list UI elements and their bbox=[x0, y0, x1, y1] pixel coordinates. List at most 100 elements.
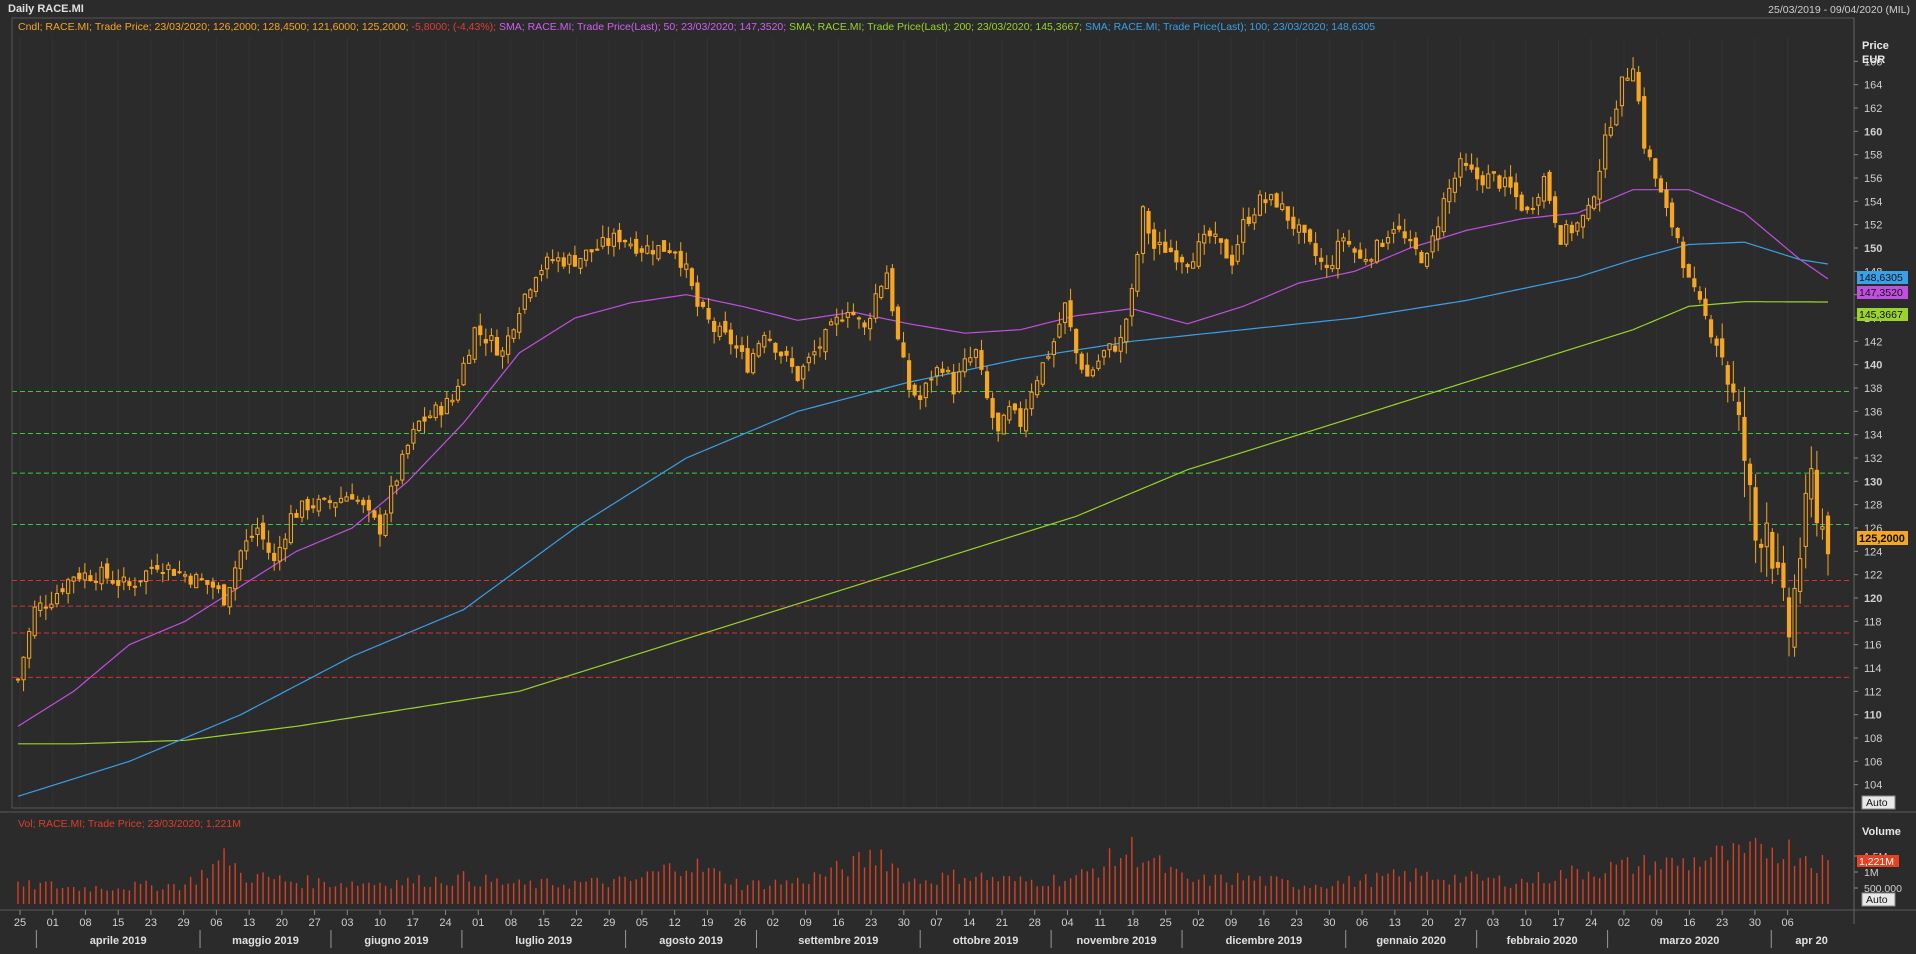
candle-body bbox=[1413, 237, 1418, 250]
date-tick-label: 16 bbox=[1683, 917, 1695, 929]
candle-body bbox=[1324, 264, 1329, 269]
candle-body bbox=[322, 497, 327, 500]
candle-body bbox=[1430, 235, 1435, 253]
candle-body bbox=[1775, 562, 1780, 568]
candle-body bbox=[1463, 162, 1469, 166]
candle-body bbox=[177, 571, 182, 574]
candle-body bbox=[578, 257, 583, 269]
date-tick-label: 16 bbox=[1258, 917, 1270, 929]
candle-body bbox=[829, 321, 834, 326]
candle-body bbox=[1118, 336, 1123, 352]
candle-body bbox=[1803, 492, 1808, 547]
candle-body bbox=[416, 420, 422, 431]
price-tick-label: 128 bbox=[1864, 500, 1882, 512]
candle-body bbox=[739, 345, 745, 352]
candle-body bbox=[706, 307, 711, 320]
candle-body bbox=[622, 239, 628, 243]
candle-body bbox=[1558, 225, 1563, 245]
candle-body bbox=[1096, 360, 1101, 369]
candle-body bbox=[439, 405, 444, 416]
candle-body bbox=[1346, 240, 1352, 245]
candle-body bbox=[110, 580, 115, 584]
candle-body bbox=[945, 369, 951, 373]
candle-body bbox=[1764, 522, 1769, 548]
date-tick-label: 05 bbox=[636, 917, 648, 929]
candle-body bbox=[1029, 391, 1034, 410]
candle-body bbox=[923, 382, 928, 399]
candle-body bbox=[1514, 182, 1519, 198]
candle-body bbox=[1257, 194, 1263, 216]
candle-body bbox=[522, 293, 527, 310]
price-auto-button[interactable]: Auto bbox=[1861, 795, 1896, 810]
price-tick-label: 150 bbox=[1864, 243, 1882, 255]
candle-body bbox=[600, 236, 605, 247]
candle-body bbox=[1179, 256, 1185, 263]
candle-body bbox=[745, 348, 750, 373]
candle-body bbox=[1330, 265, 1335, 270]
candle-body bbox=[567, 254, 572, 265]
date-tick-label: 11 bbox=[1095, 917, 1106, 929]
candle-body bbox=[1586, 204, 1591, 220]
date-tick-label: 14 bbox=[963, 917, 975, 929]
price-tick-label: 114 bbox=[1864, 663, 1882, 675]
candle-body bbox=[1391, 229, 1396, 234]
sma50-series bbox=[17, 189, 1829, 727]
candle-body bbox=[138, 580, 143, 583]
candle-body bbox=[1469, 164, 1474, 170]
candle-body bbox=[667, 250, 672, 253]
candle-body bbox=[1369, 259, 1374, 262]
candle-body bbox=[461, 362, 466, 386]
candle-body bbox=[344, 496, 349, 502]
candle-body bbox=[901, 342, 906, 358]
candle-body bbox=[327, 500, 332, 504]
candle-body bbox=[121, 576, 126, 583]
candle-body bbox=[1397, 225, 1402, 230]
candle-body bbox=[684, 263, 689, 270]
date-tick-label: 01 bbox=[472, 917, 484, 929]
candle-body bbox=[1402, 231, 1407, 239]
candle-body bbox=[82, 572, 87, 581]
candle-body bbox=[940, 368, 945, 373]
candle-body bbox=[700, 301, 706, 307]
candle-body bbox=[784, 350, 789, 356]
candle-body bbox=[645, 245, 650, 254]
month-label: giugno 2019 bbox=[364, 935, 428, 947]
candle-body bbox=[405, 444, 410, 455]
date-tick-label: 06 bbox=[210, 917, 222, 929]
candle-body bbox=[233, 567, 238, 590]
candle-body bbox=[834, 316, 839, 325]
date-tick-label: 13 bbox=[1389, 917, 1401, 929]
date-tick-label: 30 bbox=[1749, 917, 1761, 929]
date-tick-label: 06 bbox=[1356, 917, 1368, 929]
sma200-tag: 145,3667 bbox=[1857, 308, 1908, 321]
candle-body bbox=[1642, 96, 1647, 149]
axes: 1041061081101121141161181201221241261281… bbox=[0, 17, 1916, 948]
candle-body bbox=[38, 602, 43, 611]
candle-body bbox=[845, 312, 850, 318]
candle-body bbox=[1051, 341, 1056, 356]
date-tick-label: 04 bbox=[1061, 917, 1073, 929]
date-tick-label: 17 bbox=[407, 917, 419, 929]
candle-body bbox=[1062, 302, 1068, 323]
candle-body bbox=[1291, 216, 1296, 229]
date-tick-label: 15 bbox=[538, 917, 550, 929]
date-tick-label: 20 bbox=[1421, 917, 1433, 929]
price-tick-label: 112 bbox=[1864, 686, 1882, 698]
date-tick-label: 10 bbox=[374, 917, 386, 929]
date-tick-label: 23 bbox=[865, 917, 877, 929]
candle-body bbox=[366, 499, 371, 511]
candle-body bbox=[1224, 239, 1229, 259]
candle-body bbox=[478, 325, 483, 336]
month-label: ottobre 2019 bbox=[953, 935, 1018, 947]
volume-auto-button[interactable]: Auto bbox=[1861, 892, 1896, 907]
price-tick-label: 164 bbox=[1864, 80, 1882, 92]
candle-body bbox=[1191, 261, 1196, 269]
candle-body bbox=[1502, 177, 1508, 188]
candle-body bbox=[806, 356, 811, 364]
candle-body bbox=[60, 588, 65, 593]
candle-body bbox=[216, 585, 221, 590]
candle-body bbox=[316, 498, 321, 512]
date-tick-label: 21 bbox=[996, 917, 1008, 929]
candle-body bbox=[533, 277, 539, 293]
candle-body bbox=[1452, 177, 1457, 193]
